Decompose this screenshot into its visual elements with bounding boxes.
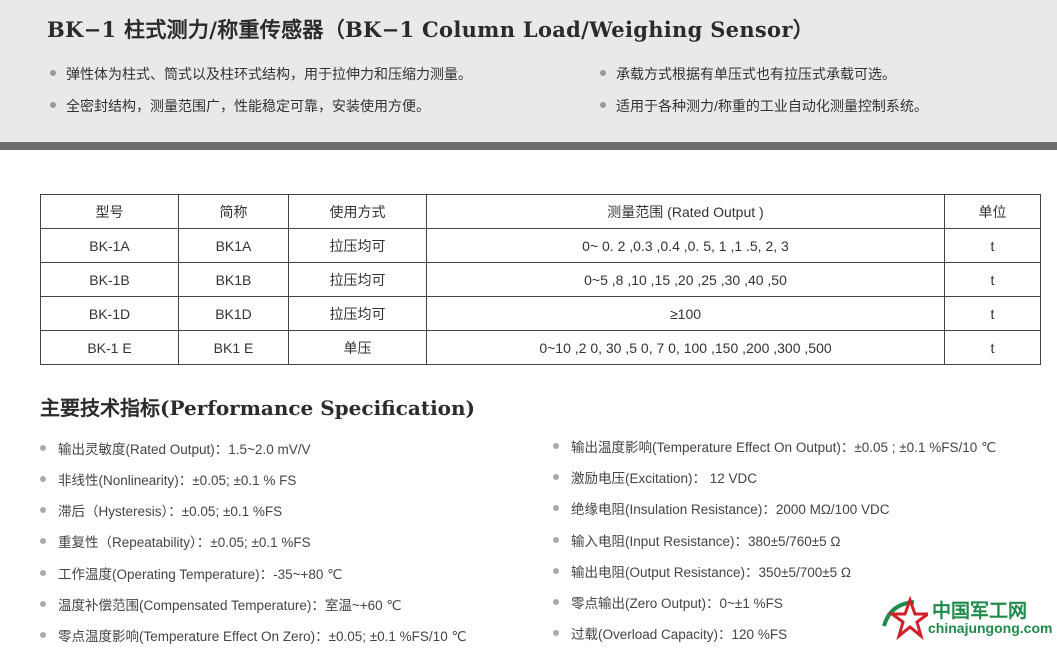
- spec-item: 滞后（Hysteresis）：±0.05; ±0.1 %FS: [40, 503, 282, 521]
- cell: BK-1D: [40, 296, 179, 331]
- spec-heading: 主要技术指标(Performance Specification): [40, 396, 476, 420]
- col-header: 型号: [40, 194, 179, 229]
- cell: BK1B: [178, 262, 289, 297]
- cell: t: [944, 228, 1041, 263]
- spec-item: 温度补偿范围(Compensated Temperature)：室温~+60 ℃: [40, 597, 402, 615]
- cell: BK-1 E: [40, 330, 179, 365]
- cell: t: [944, 262, 1041, 297]
- feature-item: 全密封结构，测量范围广，性能稳定可靠，安装使用方便。: [50, 96, 430, 116]
- col-header: 简称: [178, 194, 289, 229]
- spec-item: 零点温度影响(Temperature Effect On Zero)：±0.05…: [40, 628, 467, 646]
- watermark-cn: 中国军工网: [932, 601, 1028, 622]
- col-header: 测量范围 (Rated Output ): [426, 194, 945, 229]
- model-table: 型号 简称 使用方式 测量范围 (Rated Output ) 单位 BK-1A…: [40, 194, 1041, 365]
- cell: 0~5 ,8 ,10 ,15 ,20 ,25 ,30 ,40 ,50: [426, 262, 945, 297]
- feature-item: 弹性体为柱式、筒式以及柱环式结构，用于拉伸力和压缩力测量。: [50, 64, 472, 84]
- cell: 0~ 0. 2 ,0.3 ,0.4 ,0. 5, 1 ,1 .5, 2, 3: [426, 228, 945, 263]
- cell: t: [944, 330, 1041, 365]
- spec-item: 输出电阻(Output Resistance)：350±5/700±5 Ω: [553, 564, 851, 582]
- spec-item: 工作温度(Operating Temperature)：-35~+80 ℃: [40, 566, 342, 584]
- page-title: BK−1 柱式测力/称重传感器（BK−1 Column Load/Weighin…: [47, 17, 814, 42]
- cell: BK-1B: [40, 262, 179, 297]
- cell: 单压: [288, 330, 427, 365]
- cell: BK-1A: [40, 228, 179, 263]
- table-row: BK-1D BK1D 拉压均可 ≥100 t: [40, 296, 1041, 331]
- cell: BK1D: [178, 296, 289, 331]
- spec-item: 激励电压(Excitation)： 12 VDC: [553, 470, 757, 488]
- col-header: 单位: [944, 194, 1041, 229]
- table-header-row: 型号 简称 使用方式 测量范围 (Rated Output ) 单位: [40, 194, 1041, 229]
- table-row: BK-1B BK1B 拉压均可 0~5 ,8 ,10 ,15 ,20 ,25 ,30 …: [40, 262, 1041, 297]
- cell: 拉压均可: [288, 296, 427, 331]
- feature-item: 适用于各种测力/称重的工业自动化测量控制系统。: [600, 96, 928, 116]
- cell: 拉压均可: [288, 228, 427, 263]
- star-logo-icon: [882, 595, 933, 641]
- cell: ≥100: [426, 296, 945, 331]
- cell: t: [944, 296, 1041, 331]
- cell: 拉压均可: [288, 262, 427, 297]
- col-header: 使用方式: [288, 194, 427, 229]
- watermark-logo: 中国军工网 chinajungong.com: [880, 595, 1053, 642]
- spec-item: 输出温度影响(Temperature Effect On Output)：±0.…: [553, 439, 996, 457]
- spec-item: 过载(Overload Capacity)：120 %FS: [553, 626, 787, 644]
- spec-item: 输出灵敏度(Rated Output)：1.5~2.0 mV/V: [40, 441, 310, 459]
- feature-item: 承载方式根据有单压式也有拉压式承载可选。: [600, 64, 896, 84]
- spec-item: 重复性（Repeatability）：±0.05; ±0.1 %FS: [40, 534, 311, 552]
- table-row: BK-1A BK1A 拉压均可 0~ 0. 2 ,0.3 ,0.4 ,0. 5, 1 …: [40, 228, 1041, 263]
- spec-item: 零点输出(Zero Output)：0~±1 %FS: [553, 595, 783, 613]
- spec-item: 绝缘电阻(Insulation Resistance)：2000 MΩ/100 …: [553, 501, 889, 519]
- spec-item: 输入电阻(Input Resistance)：380±5/760±5 Ω: [553, 533, 841, 551]
- cell: BK1 E: [178, 330, 289, 365]
- watermark-en: chinajungong.com: [928, 620, 1053, 636]
- divider-bar: [0, 142, 1057, 150]
- cell: 0~10 ,2 0, 30 ,5 0, 7 0, 100 ,150 ,200 ,…: [426, 330, 945, 365]
- table-row: BK-1 E BK1 E 单压 0~10 ,2 0, 30 ,5 0, 7 0, 10…: [40, 330, 1041, 365]
- spec-item: 非线性(Nonlinearity)：±0.05; ±0.1 % FS: [40, 472, 296, 490]
- cell: BK1A: [178, 228, 289, 263]
